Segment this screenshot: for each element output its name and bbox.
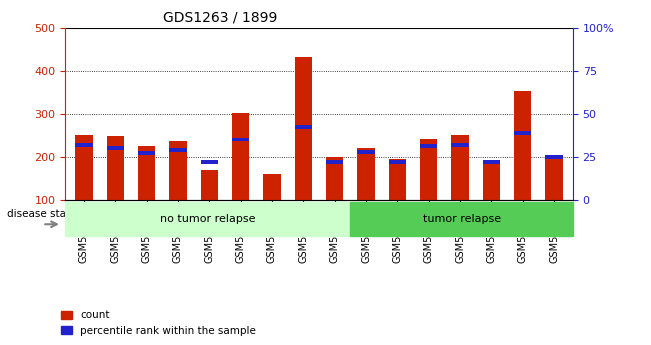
Bar: [451, 135, 469, 200]
Text: tumor relapse: tumor relapse: [422, 214, 501, 224]
Bar: [420, 139, 437, 200]
Bar: [326, 160, 343, 164]
Bar: [326, 157, 343, 200]
Bar: [138, 151, 155, 155]
Text: no tumor relapse: no tumor relapse: [160, 214, 255, 224]
Bar: [76, 135, 92, 200]
Text: GDS1263 / 1899: GDS1263 / 1899: [163, 10, 277, 24]
Bar: [232, 112, 249, 200]
Bar: [389, 159, 406, 200]
Bar: [483, 160, 500, 164]
Bar: [357, 148, 374, 200]
Bar: [107, 136, 124, 200]
Bar: [451, 143, 469, 147]
Bar: [138, 146, 155, 200]
Bar: [201, 170, 218, 200]
Bar: [546, 155, 562, 200]
Bar: [264, 174, 281, 200]
Bar: [169, 141, 187, 200]
Bar: [232, 138, 249, 141]
Bar: [420, 145, 437, 148]
Bar: [514, 91, 531, 200]
Bar: [76, 143, 92, 147]
Bar: [107, 146, 124, 150]
Text: disease state: disease state: [7, 209, 76, 219]
Bar: [389, 160, 406, 164]
Bar: [546, 155, 562, 159]
Legend: count, percentile rank within the sample: count, percentile rank within the sample: [57, 306, 260, 340]
Bar: [357, 150, 374, 154]
Bar: [169, 148, 187, 152]
Bar: [514, 131, 531, 135]
Bar: [295, 126, 312, 129]
Bar: [483, 164, 500, 200]
Bar: [295, 57, 312, 200]
Bar: [201, 160, 218, 164]
